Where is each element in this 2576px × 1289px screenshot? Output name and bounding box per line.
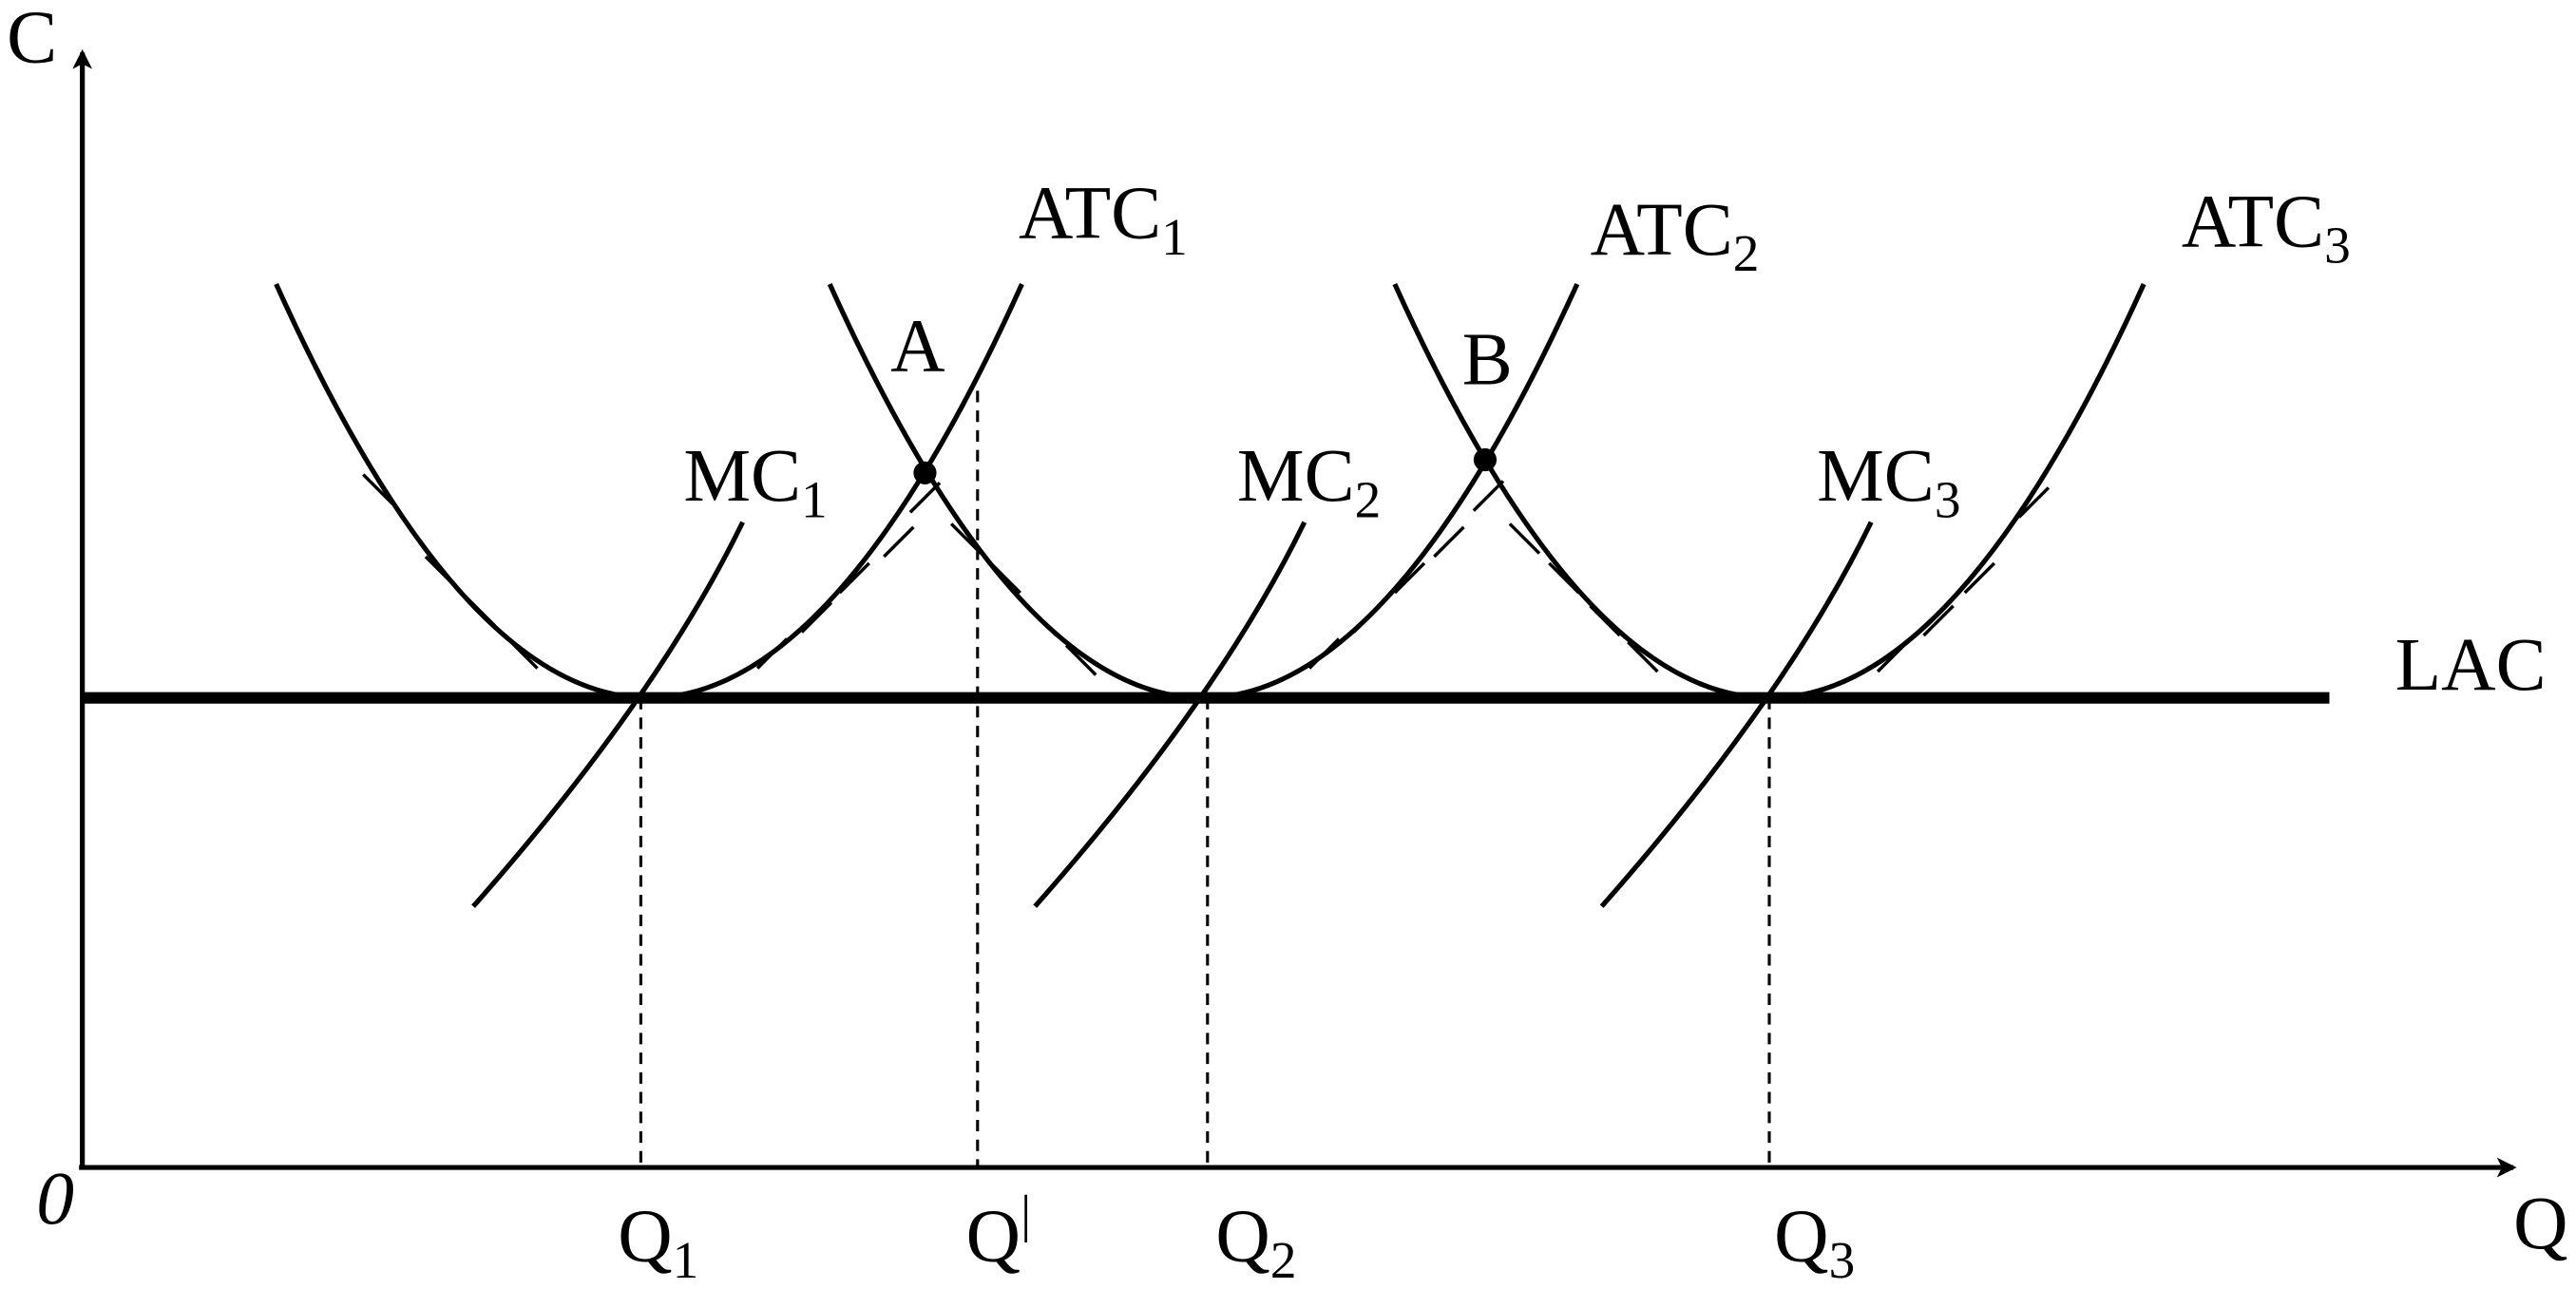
tick-mark <box>1307 637 1341 670</box>
label-sub: 2 <box>1355 471 1382 529</box>
label-sub: 1 <box>673 1231 699 1289</box>
tick-mark <box>1963 561 1996 595</box>
tick-mark <box>1352 601 1384 634</box>
x-axis-label: Q <box>2513 1182 2567 1265</box>
label-sub: 2 <box>1270 1231 1297 1289</box>
atc-label: ATC2 <box>1591 188 1760 282</box>
label-sub: 2 <box>1733 224 1760 282</box>
quantity-label: Q1 <box>618 1195 698 1289</box>
tick-mark <box>2017 486 2051 519</box>
tick-mark <box>908 482 942 514</box>
y-axis-label: C <box>7 0 57 80</box>
label-base: ATC <box>2182 180 2324 263</box>
tick-mark <box>949 522 983 555</box>
label-sub: 1 <box>801 471 828 529</box>
label-base: ATC <box>1019 172 1161 256</box>
label-base: MC <box>683 434 801 518</box>
mc-curve <box>1599 521 1874 908</box>
tick-mark <box>464 595 496 627</box>
tick-mark <box>1876 640 1909 673</box>
atc-curve <box>274 282 1024 701</box>
tick-mark <box>755 637 789 670</box>
tick-mark <box>1508 522 1541 555</box>
mc-curve <box>471 521 745 908</box>
mc-label: MC3 <box>1817 434 1960 528</box>
origin-label: 0 <box>36 1157 74 1241</box>
quantity-label: Q| <box>966 1185 1032 1278</box>
quantity-label: Q2 <box>1215 1195 1296 1289</box>
label-base: Q <box>618 1195 672 1279</box>
mc-label: MC1 <box>683 434 827 528</box>
lac-label: LAC <box>2395 623 2547 707</box>
label-sub: 3 <box>2324 217 2351 275</box>
atc-label: ATC3 <box>2182 180 2351 274</box>
tick-mark <box>1025 604 1058 637</box>
tick-mark <box>1589 604 1621 637</box>
point-label: A <box>890 305 945 389</box>
tick-mark <box>1472 480 1505 512</box>
label-sub: 3 <box>1829 1231 1856 1289</box>
tick-mark <box>838 561 870 595</box>
label-base: MC <box>1817 434 1935 518</box>
tick-mark <box>1393 561 1426 595</box>
tick-mark <box>989 561 1021 595</box>
tick-mark <box>1627 640 1659 673</box>
tick-marks <box>362 473 2051 676</box>
label-base: ATC <box>1591 188 1733 272</box>
label-base: MC <box>1237 434 1355 518</box>
tick-mark <box>424 555 457 588</box>
atc-label: ATC1 <box>1019 172 1188 266</box>
point-a <box>913 461 937 484</box>
label-sub: 3 <box>1935 471 1961 529</box>
tick-mark <box>506 637 539 670</box>
tick-mark <box>1548 561 1580 595</box>
tick-mark <box>1922 604 1955 637</box>
mc-curve <box>1033 521 1307 908</box>
point-label: B <box>1462 318 1513 402</box>
tick-mark <box>1064 644 1097 676</box>
label-base: Q <box>966 1195 1021 1279</box>
point-b <box>1473 447 1498 472</box>
tick-mark <box>362 473 394 505</box>
tick-mark <box>1433 525 1465 559</box>
quantity-label: Q3 <box>1774 1195 1855 1289</box>
label-base: Q <box>1774 1195 1828 1279</box>
tick-mark <box>883 525 915 559</box>
label-base: Q <box>1215 1195 1269 1279</box>
tick-mark <box>800 601 833 634</box>
label-sup: | <box>1021 1185 1031 1242</box>
label-sub: 1 <box>1161 208 1188 266</box>
mc-label: MC2 <box>1237 434 1381 528</box>
